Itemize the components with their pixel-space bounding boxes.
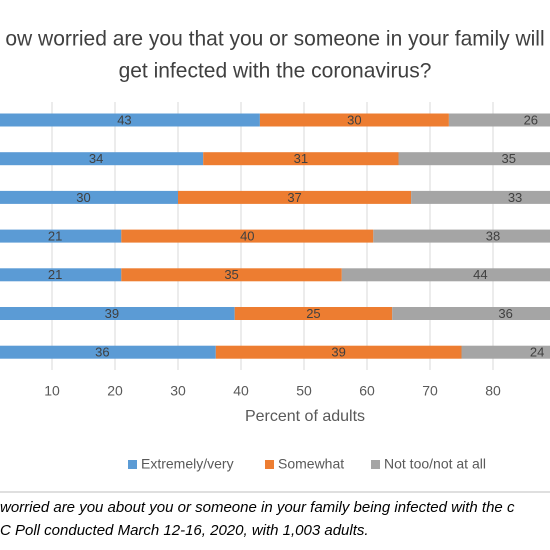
value-label: 24 [530, 345, 544, 360]
x-axis-label: Percent of adults [245, 408, 365, 425]
legend-swatch [371, 460, 380, 469]
value-label: 44 [473, 267, 487, 282]
legend-label: Not too/not at all [384, 456, 486, 472]
chart-title: get infected with the coronavirus? [119, 60, 432, 83]
bar-segment [0, 113, 260, 127]
bar-segment [0, 307, 235, 320]
x-tick-label: 50 [296, 383, 312, 399]
bar-segment [259, 113, 449, 127]
x-tick-label: 60 [359, 383, 375, 399]
bar-segment [392, 307, 550, 320]
value-label: 33 [508, 190, 522, 205]
value-label: 34 [89, 151, 103, 166]
value-label: 39 [331, 345, 345, 360]
bar-segment [461, 345, 550, 359]
chart-title: ow worried are you that you or someone i… [5, 28, 544, 51]
bar-segment [121, 229, 374, 243]
x-tick-label: 30 [170, 383, 186, 399]
bar-segment [448, 113, 550, 127]
value-label: 31 [294, 151, 308, 166]
value-label: 37 [287, 190, 301, 205]
x-tick-label: 70 [422, 383, 438, 399]
value-label: 30 [76, 190, 90, 205]
x-tick-label: 80 [485, 383, 501, 399]
bar-segment [203, 152, 399, 166]
note: worried are you about you or someone in … [0, 499, 515, 516]
bar-segment [215, 345, 462, 359]
value-label: 25 [306, 306, 320, 321]
note: C Poll conducted March 12-16, 2020, with… [0, 522, 369, 539]
value-label: 36 [95, 345, 109, 360]
bar-segment [0, 268, 122, 282]
value-label: 40 [240, 229, 254, 244]
bar-segment [0, 152, 204, 166]
value-label: 26 [524, 112, 538, 127]
bar-segment [0, 345, 216, 359]
legend-label: Extremely/very [141, 456, 234, 472]
bar-segment [398, 152, 550, 166]
bar-segment [341, 268, 550, 282]
value-label: 39 [105, 306, 119, 321]
bar-segment [121, 268, 342, 282]
bar-segment [0, 190, 178, 204]
x-tick-label: 10 [44, 383, 60, 399]
value-label: 35 [502, 151, 516, 166]
legend-swatch [265, 460, 274, 469]
legend-label: Somewhat [278, 456, 344, 472]
bar-segment [0, 229, 122, 243]
value-label: 36 [498, 306, 512, 321]
value-label: 35 [224, 267, 238, 282]
legend-swatch [128, 460, 137, 469]
value-label: 30 [347, 112, 361, 127]
bar-segment [373, 229, 550, 243]
x-tick-label: 40 [233, 383, 249, 399]
bar-segment [178, 190, 412, 204]
bar-segment [411, 190, 550, 204]
value-label: 38 [486, 229, 500, 244]
value-label: 43 [117, 112, 131, 127]
value-label: 21 [48, 229, 62, 244]
value-label: 21 [48, 267, 62, 282]
bar-segment [234, 307, 393, 320]
x-tick-label: 20 [107, 383, 123, 399]
